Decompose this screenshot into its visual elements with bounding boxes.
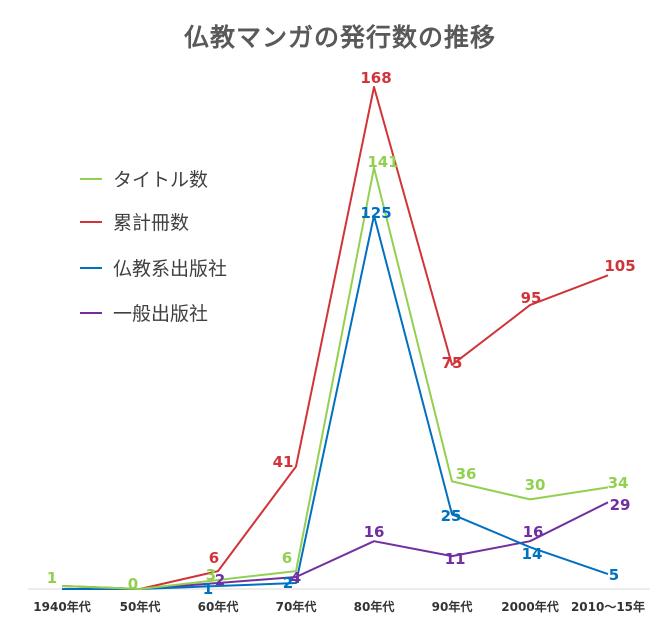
data-label: 25 <box>441 507 462 525</box>
x-tick-label: 2000年代 <box>501 599 558 614</box>
data-label: 168 <box>360 69 391 87</box>
x-tick-label: 50年代 <box>120 599 161 614</box>
series-lines <box>61 86 609 590</box>
legend-label: 累計冊数 <box>113 212 189 234</box>
x-tick-label: 60年代 <box>198 599 239 614</box>
data-label: 36 <box>456 465 477 483</box>
chart-title: 仏教マンガの発行数の推移 <box>184 23 496 52</box>
data-label: 6 <box>209 549 219 567</box>
x-axis-tick-labels: 1940年代 50年代 60年代 70年代 80年代 90年代 2000年代 2010～15年 <box>33 599 645 614</box>
data-label: 2 <box>215 571 225 589</box>
legend-label: 一般出版社 <box>113 303 208 325</box>
data-label: 34 <box>608 474 629 492</box>
legend-label: タイトル数 <box>113 169 208 191</box>
series-line-2 <box>61 86 609 590</box>
x-tick-label: 90年代 <box>432 599 473 614</box>
data-label: 2 <box>283 574 293 592</box>
x-tick-label: 80年代 <box>354 599 395 614</box>
data-label: 29 <box>610 496 631 514</box>
x-tick-label: 70年代 <box>276 599 317 614</box>
series-line-1 <box>61 166 609 590</box>
data-label: 5 <box>609 566 619 584</box>
data-label: 95 <box>521 289 542 307</box>
data-label: 30 <box>525 476 546 494</box>
data-label: 0 <box>128 575 138 593</box>
data-label: 16 <box>523 523 544 541</box>
data-label: 41 <box>273 453 294 471</box>
data-label: 16 <box>364 523 385 541</box>
data-label: 6 <box>282 549 292 567</box>
data-label: 125 <box>360 204 391 222</box>
data-label: 14 <box>522 545 543 563</box>
data-label: 141 <box>367 153 398 171</box>
data-label: 1 <box>47 569 57 587</box>
data-label: 105 <box>604 257 635 275</box>
data-label: 75 <box>442 354 463 372</box>
legend-label: 仏教系出版社 <box>113 258 227 280</box>
x-tick-label: 2010～15年 <box>571 599 645 614</box>
x-tick-label: 1940年代 <box>33 599 90 614</box>
data-label: 3 <box>206 566 216 584</box>
data-label: 1 <box>203 580 213 598</box>
data-label: 11 <box>445 550 466 568</box>
data-label: 4 <box>291 569 301 587</box>
